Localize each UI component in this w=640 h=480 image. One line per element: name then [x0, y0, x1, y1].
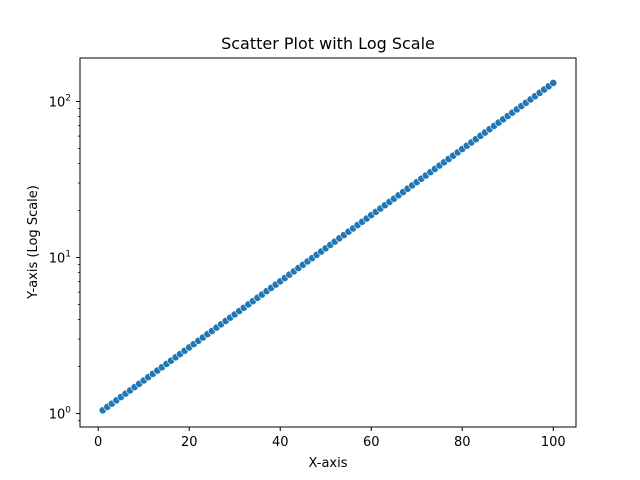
x-tick-label: 100	[541, 435, 566, 450]
y-tick-label: 100	[49, 406, 72, 423]
x-tick-label: 20	[181, 435, 198, 450]
y-tick-label: 101	[49, 250, 71, 267]
x-tick-label: 40	[272, 435, 289, 450]
plot-area	[98, 79, 558, 415]
y-axis: 100 101 102	[49, 93, 80, 423]
x-tick-label: 60	[363, 435, 380, 450]
y-tick-label: 102	[49, 93, 71, 110]
y-axis-label: Y-axis (Log Scale)	[26, 185, 41, 300]
x-axis-label: X-axis	[309, 456, 348, 471]
data-point	[549, 79, 558, 87]
axes-frame	[79, 57, 577, 428]
x-tick-label: 80	[454, 435, 471, 450]
x-tick-label: 0	[94, 435, 102, 450]
x-axis: 0 20 40 60 80 100	[94, 427, 566, 450]
chart-title: Scatter Plot with Log Scale	[221, 34, 435, 53]
